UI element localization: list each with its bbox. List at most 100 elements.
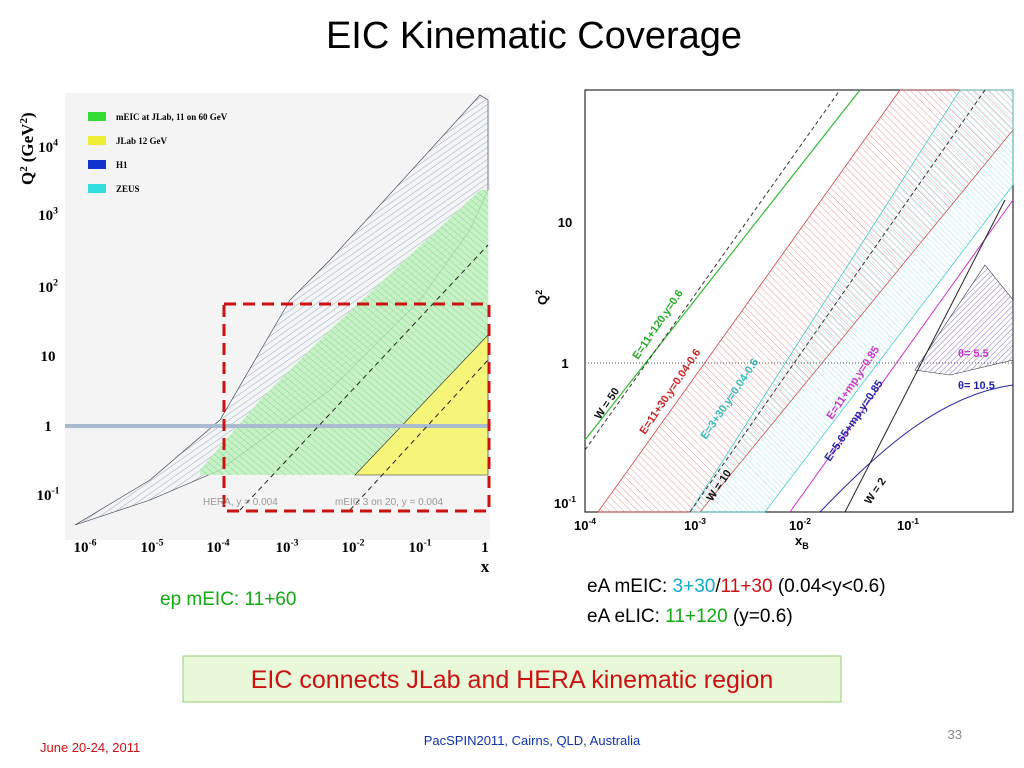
region-mp — [914, 264, 1014, 376]
footer-date: June 20-24, 2011 — [40, 740, 140, 755]
tick-label: 10-2 — [789, 516, 811, 533]
banner-text: EIC connects JLab and HERA kinematic reg… — [251, 666, 774, 694]
x-axis-label: xB — [795, 533, 809, 551]
tick-base: 10 — [38, 208, 53, 224]
tick-label: 10-3 — [275, 537, 298, 556]
tick-base: 10 — [789, 518, 803, 533]
line-5-mp — [819, 384, 1014, 513]
line-11-120 — [584, 89, 861, 441]
tick-exp: -1 — [568, 494, 576, 504]
meic-line — [349, 359, 489, 511]
tick-exp: -4 — [588, 516, 596, 526]
tick-exp: 4 — [53, 137, 58, 148]
line-w2 — [844, 199, 1006, 513]
legend-swatch — [88, 112, 106, 121]
tick-exp: -4 — [221, 537, 229, 548]
legend-swatch — [88, 184, 106, 193]
legend-label: mEIC at JLab, 11 on 60 GeV — [116, 112, 228, 122]
legend-label: H1 — [116, 160, 128, 170]
tick-base: 1 — [44, 419, 52, 435]
legend-label: JLab 12 GeV — [116, 136, 168, 146]
tick-label: 102 — [38, 277, 58, 296]
caption-part: eA eLIC: — [587, 606, 665, 627]
tick-label: 104 — [38, 137, 58, 156]
legend-swatch — [88, 136, 106, 145]
label-part: 2 — [534, 290, 544, 295]
label-part: 2 — [18, 166, 30, 172]
tick-base: 10 — [558, 215, 572, 230]
tick-base: 10 — [554, 496, 568, 511]
x-axis-label: x — [481, 557, 490, 576]
tick-label: 10 — [41, 349, 56, 365]
tick-exp: -3 — [290, 537, 298, 548]
tick-exp: 3 — [53, 205, 58, 216]
legend-swatch — [88, 160, 106, 169]
tick-exp: -2 — [356, 537, 364, 548]
tick-exp: -1 — [51, 485, 59, 496]
caption-part: / — [715, 576, 721, 597]
banner-box — [182, 655, 842, 703]
line-w10 — [689, 89, 986, 513]
tick-label: 103 — [38, 205, 58, 224]
tick-base: 10 — [73, 540, 88, 556]
footer-event: PacSPIN2011, Cairns, QLD, Australia — [424, 733, 641, 748]
tick-exp: -6 — [88, 537, 96, 548]
caption-part: 11+30 — [721, 576, 773, 597]
caption-part: 11+60 — [244, 589, 296, 610]
caption: eA mEIC: 3+30/11+30 (0.04<y<0.6) — [587, 576, 886, 597]
caption-part: (0.04<y<0.6) — [773, 576, 886, 597]
label-part: 2 — [18, 118, 30, 124]
tick-label: 10-3 — [684, 516, 706, 533]
tick-base: 10 — [36, 488, 51, 504]
tick-label: 1 — [561, 356, 568, 371]
meic-hatch — [200, 190, 488, 475]
tick-exp: -5 — [155, 537, 163, 548]
tick-label: 1 — [44, 419, 52, 435]
caption-part: (y=0.6) — [728, 606, 793, 627]
annotation: mEIC 3 on 20, y = 0.004 — [335, 497, 444, 508]
tick-label: 10-4 — [206, 537, 229, 556]
tick-label: 10-1 — [408, 537, 431, 556]
label-part: ) — [18, 112, 37, 118]
tick-base: 10 — [897, 518, 911, 533]
hera-line — [239, 244, 489, 511]
caption-part: eA mEIC: — [587, 576, 673, 597]
caption-part: ep mEIC: — [160, 589, 244, 610]
tick-label: 10-5 — [140, 537, 163, 556]
tick-label: 10-1 — [554, 494, 576, 511]
tick-exp: 2 — [53, 277, 58, 288]
line-11-mp — [789, 199, 1014, 513]
tick-label: 10-4 — [574, 516, 596, 533]
right-plot — [584, 89, 1014, 513]
slide-title: EIC Kinematic Coverage — [326, 15, 742, 57]
page-number: 33 — [948, 727, 962, 742]
tick-base: 10 — [38, 280, 53, 296]
tick-exp: -3 — [698, 516, 706, 526]
tick-exp: -2 — [803, 516, 811, 526]
tick-label: 10 — [558, 215, 572, 230]
annotation: θ= 5.5 — [958, 348, 989, 360]
caption: eA eLIC: 11+120 (y=0.6) — [587, 606, 793, 627]
tick-base: 1 — [481, 540, 489, 556]
left-plot — [65, 93, 491, 540]
tick-base: 10 — [574, 518, 588, 533]
tick-base: 10 — [140, 540, 155, 556]
tick-base: 10 — [38, 140, 53, 156]
tick-base: 10 — [408, 540, 423, 556]
tick-base: 10 — [41, 349, 56, 365]
tick-base: 10 — [275, 540, 290, 556]
region-3-30 — [689, 89, 1014, 513]
tick-label: 10-6 — [73, 537, 96, 556]
caption: ep mEIC: 11+60 — [160, 589, 296, 610]
legend-label: ZEUS — [116, 184, 140, 194]
tick-base: 10 — [341, 540, 356, 556]
tick-base: 1 — [561, 356, 568, 371]
label-part: x — [795, 533, 803, 548]
tick-exp: -1 — [423, 537, 431, 548]
focus-box — [222, 302, 491, 513]
tick-label: 10-1 — [897, 516, 919, 533]
tick-label: 10-2 — [341, 537, 364, 556]
tick-label: 10-1 — [36, 485, 59, 504]
caption-part: 11+120 — [665, 606, 728, 627]
